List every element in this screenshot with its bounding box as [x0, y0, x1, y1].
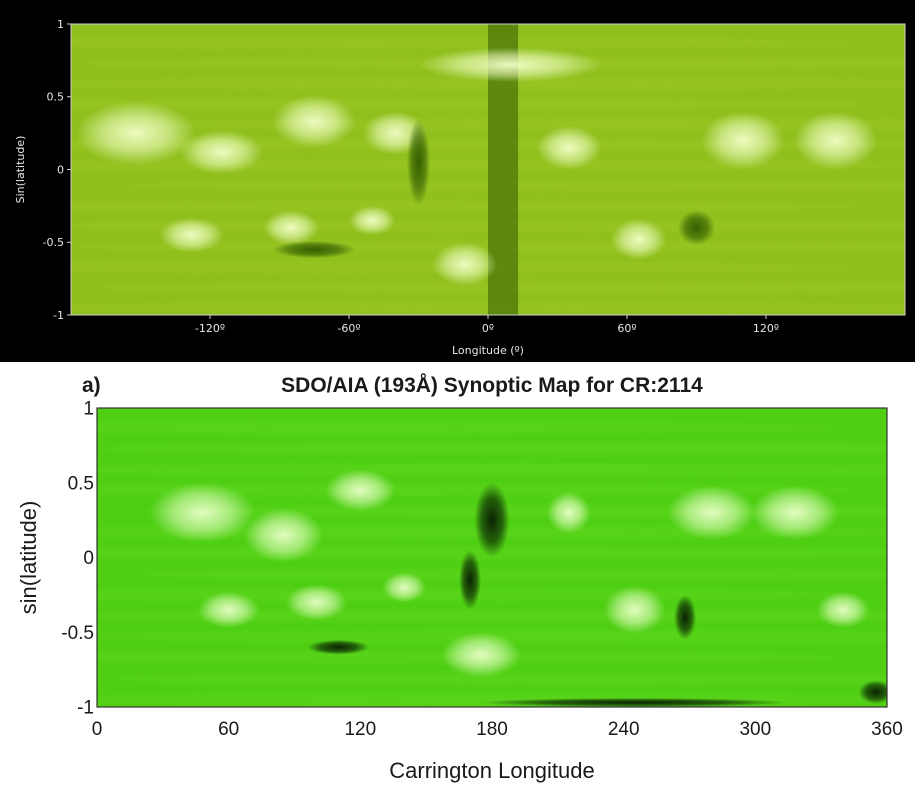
y-axis-label: sin(latitude)	[16, 501, 41, 615]
active-region	[667, 485, 756, 540]
bottom-synoptic-chart: 0 60 120 180 240 300 360 1 0.5 0 -0.5 -1 Carrington …	[16, 373, 903, 783]
active-region	[536, 125, 602, 170]
y-tick-label: 0.5	[47, 91, 65, 104]
x-tick-label: 360	[871, 719, 903, 740]
y-tick-label: 0.5	[68, 473, 94, 494]
active-region	[432, 242, 498, 286]
top-synoptic-panel: -120º -60º 0º 60º 120º 1 0.5 0 -0.5 -1 Longitude (…	[0, 0, 915, 362]
chart-title: SDO/AIA (193Å) Synoptic Map for CR:2114	[281, 373, 703, 397]
active-region	[75, 101, 197, 166]
texture-band	[116, 672, 887, 685]
y-tick-label: 1	[57, 18, 64, 31]
coronal-hole	[406, 118, 431, 206]
x-tick-label: 60º	[617, 322, 636, 335]
texture-band	[97, 463, 887, 476]
y-tick-label: 0	[83, 548, 94, 569]
x-tick-label: -120º	[195, 322, 225, 335]
active-region	[159, 217, 224, 253]
texture-band	[97, 547, 887, 560]
x-tick-label: 300	[739, 719, 771, 740]
texture-band	[71, 301, 905, 314]
y-tick-label: -0.5	[61, 623, 94, 644]
x-axis-label: Carrington Longitude	[389, 758, 594, 783]
y-tick-label: -1	[77, 698, 94, 719]
coronal-hole	[474, 482, 510, 558]
active-region	[285, 584, 348, 621]
coronal-hole	[459, 550, 482, 610]
active-region	[197, 591, 260, 628]
x-tick-label: 0	[92, 719, 103, 740]
active-region	[382, 572, 427, 603]
map-image	[71, 24, 905, 315]
active-region	[272, 95, 356, 148]
coronal-hole	[272, 240, 356, 259]
active-region	[603, 585, 666, 634]
active-region	[793, 111, 878, 170]
active-region	[701, 111, 785, 170]
y-tick-label: -1	[53, 309, 64, 322]
y-tick-label: 1	[83, 399, 94, 420]
y-tick-label: 0	[57, 163, 64, 176]
active-region	[816, 591, 870, 628]
x-tick-label: 120º	[753, 322, 779, 335]
texture-band	[97, 484, 855, 497]
x-tick-label: 120	[344, 719, 376, 740]
x-axis-label: Longitude (º)	[452, 344, 524, 357]
active-region	[418, 47, 604, 83]
coronal-hole	[677, 210, 716, 246]
active-region	[325, 469, 396, 512]
active-region	[149, 482, 255, 543]
texture-band	[142, 567, 887, 580]
y-tick-label: -0.5	[43, 236, 64, 249]
coronal-hole	[481, 698, 789, 707]
active-region	[263, 210, 319, 246]
panel-label: a)	[82, 374, 101, 397]
y-axis-label: Sin(latitude)	[14, 136, 27, 204]
texture-band	[71, 98, 871, 111]
plot-frame	[96, 407, 888, 708]
active-region	[610, 218, 667, 260]
bottom-synoptic-panel: 0 60 120 180 240 300 360 1 0.5 0 -0.5 -1 Carrington …	[0, 362, 915, 783]
active-region	[750, 485, 839, 540]
texture-band	[71, 36, 850, 49]
active-region	[441, 632, 521, 678]
x-tick-label: 180	[476, 719, 508, 740]
texture-band	[97, 421, 835, 434]
coronal-hole	[307, 639, 370, 655]
x-tick-label: 0º	[482, 322, 494, 335]
x-tick-label: 240	[608, 719, 640, 740]
texture-band	[71, 199, 867, 212]
active-region	[244, 508, 324, 562]
x-tick-label: -60º	[337, 322, 360, 335]
map-image	[97, 408, 887, 707]
coronal-hole	[674, 594, 697, 640]
x-tick-label: 60	[218, 719, 239, 740]
active-region	[179, 130, 264, 174]
active-region	[349, 205, 396, 235]
active-region	[546, 491, 591, 534]
top-synoptic-chart: -120º -60º 0º 60º 120º 1 0.5 0 -0.5 -1 Longitude (…	[14, 18, 906, 357]
texture-band	[100, 442, 887, 455]
coronal-hole	[858, 680, 887, 705]
